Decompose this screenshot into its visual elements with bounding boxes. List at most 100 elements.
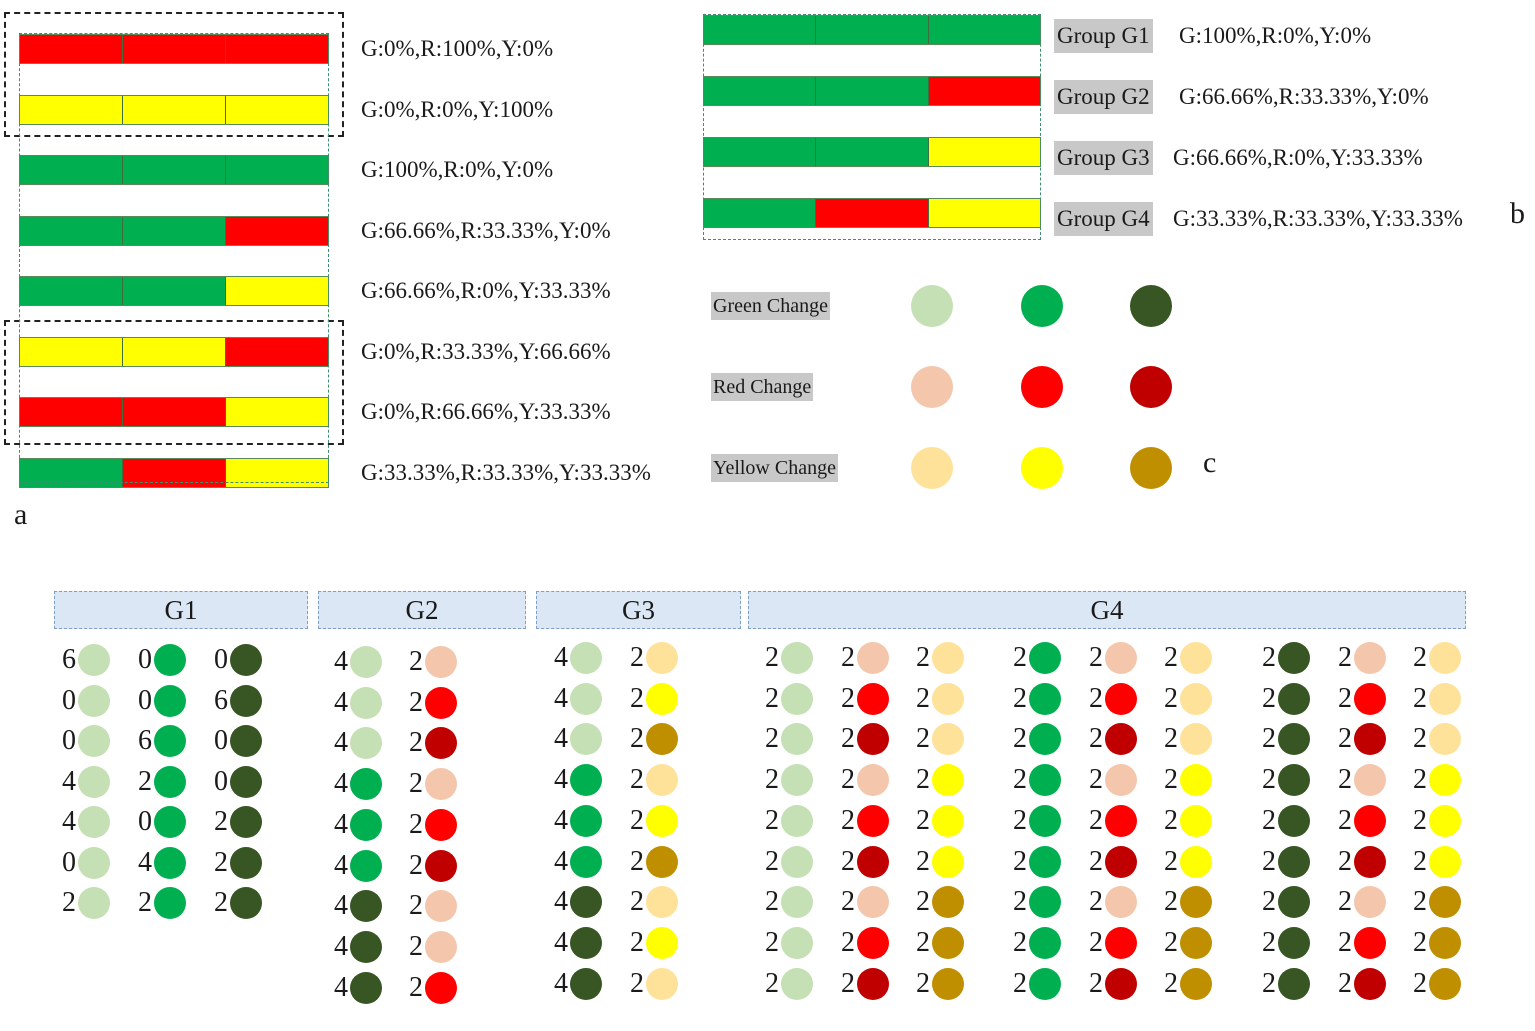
table-cell: 2: [1158, 723, 1212, 756]
cell-count: 2: [1089, 886, 1103, 918]
light-red-dot: [425, 930, 457, 963]
table-cell: 4: [548, 926, 602, 959]
table-cell: 2: [1332, 723, 1386, 756]
panel-a-letter: a: [14, 498, 28, 531]
table-cell: 4: [56, 765, 110, 798]
table-cell: 4: [548, 723, 602, 756]
cell-count: 2: [1164, 967, 1178, 999]
cell-count: 2: [409, 646, 423, 677]
green-dot: [154, 846, 186, 879]
table-cell: 2: [624, 764, 678, 797]
light-yellow-dot: [1429, 642, 1461, 674]
cell-count: 6: [62, 644, 76, 675]
dark-green-dot: [350, 930, 382, 963]
group-bar: [703, 198, 1041, 228]
table-cell: 2: [1007, 764, 1061, 797]
cell-count: 2: [916, 804, 930, 836]
dark-red-dot: [1354, 845, 1386, 878]
group-percentage-label: G:66.66%,R:33.33%,Y:0%: [1179, 84, 1429, 109]
green-dot: [350, 808, 382, 841]
green-segment: [704, 16, 816, 44]
light-yellow-swatch: [911, 447, 953, 489]
group-name-label: Group G1: [1054, 19, 1153, 53]
cell-count: 2: [765, 723, 779, 755]
light-green-dot: [78, 887, 110, 919]
percentage-label: G:0%,R:0%,Y:100%: [361, 96, 554, 122]
group-name-label: Group G3: [1054, 141, 1153, 175]
panel-b-letter: b: [1510, 197, 1525, 230]
cell-count: 2: [1338, 723, 1352, 755]
cell-count: 2: [1164, 804, 1178, 836]
light-yellow-dot: [1180, 642, 1212, 674]
table-cell: 0: [132, 806, 186, 838]
cell-count: 2: [409, 849, 423, 881]
highlight-box-no-green: [4, 320, 344, 445]
red-segment: [927, 77, 1040, 105]
cell-count: 2: [409, 686, 423, 718]
light-green-dot: [78, 684, 110, 717]
table-cell: 2: [835, 764, 889, 797]
combination-bar: [19, 276, 329, 306]
table-cell: 2: [1407, 967, 1461, 1000]
dark-green-dot: [230, 806, 262, 838]
header-g1: G1: [54, 591, 308, 629]
cell-count: 2: [1262, 723, 1276, 755]
table-cell: 2: [1083, 926, 1137, 959]
table-cell: 2: [132, 765, 186, 798]
table-cell: 2: [403, 768, 457, 801]
yellow-segment: [927, 199, 1040, 227]
cell-count: 2: [630, 723, 644, 755]
cell-count: 2: [841, 886, 855, 918]
cell-count: 2: [916, 764, 930, 796]
yellow-dot: [1180, 845, 1212, 878]
change-label: Red Change: [711, 373, 814, 401]
cell-count: 0: [138, 684, 152, 716]
yellow-segment: [122, 95, 225, 124]
cell-count: 2: [1013, 804, 1027, 836]
combination-bar: [19, 155, 329, 185]
light-green-dot: [781, 886, 813, 919]
table-cell: 2: [759, 723, 813, 756]
red-segment: [225, 216, 328, 245]
light-green-dot: [350, 686, 382, 719]
green-segment: [122, 156, 225, 184]
cell-count: 2: [630, 926, 644, 958]
cell-count: 2: [138, 887, 152, 918]
dark-red-dot: [1105, 723, 1137, 756]
cell-count: 2: [1262, 845, 1276, 877]
yellow-segment: [20, 337, 122, 366]
green-dot: [154, 684, 186, 717]
cell-count: 2: [1013, 764, 1027, 796]
table-cell: 2: [1083, 642, 1137, 674]
dark-red-dot: [857, 845, 889, 878]
yellow-dot: [1429, 764, 1461, 797]
table-cell: 2: [910, 886, 964, 919]
yellow-dot: [1180, 764, 1212, 797]
green-dot: [1029, 886, 1061, 919]
dark-green-dot: [230, 725, 262, 757]
cell-count: 2: [1262, 804, 1276, 836]
green-segment: [20, 277, 122, 305]
cell-count: 4: [554, 845, 568, 877]
red-dot: [1105, 682, 1137, 715]
green-dot: [154, 725, 186, 757]
dark-green-dot: [570, 886, 602, 919]
combination-bar: [19, 215, 329, 246]
cell-count: 2: [765, 845, 779, 877]
light-red-dot: [857, 886, 889, 919]
table-cell: 2: [759, 886, 813, 919]
table-cell: 2: [759, 804, 813, 837]
table-cell: 2: [1007, 845, 1061, 878]
cell-count: 2: [1013, 926, 1027, 958]
light-red-dot: [1105, 886, 1137, 919]
green-dot: [350, 768, 382, 801]
light-yellow-dot: [932, 723, 964, 756]
cell-count: 4: [554, 967, 568, 999]
cell-count: 2: [1262, 764, 1276, 796]
green-dot: [570, 804, 602, 837]
table-cell: 2: [1407, 926, 1461, 959]
cell-count: 2: [1164, 642, 1178, 673]
table-cell: 2: [1007, 682, 1061, 715]
green-dot: [1029, 642, 1061, 674]
green-segment: [122, 216, 225, 245]
